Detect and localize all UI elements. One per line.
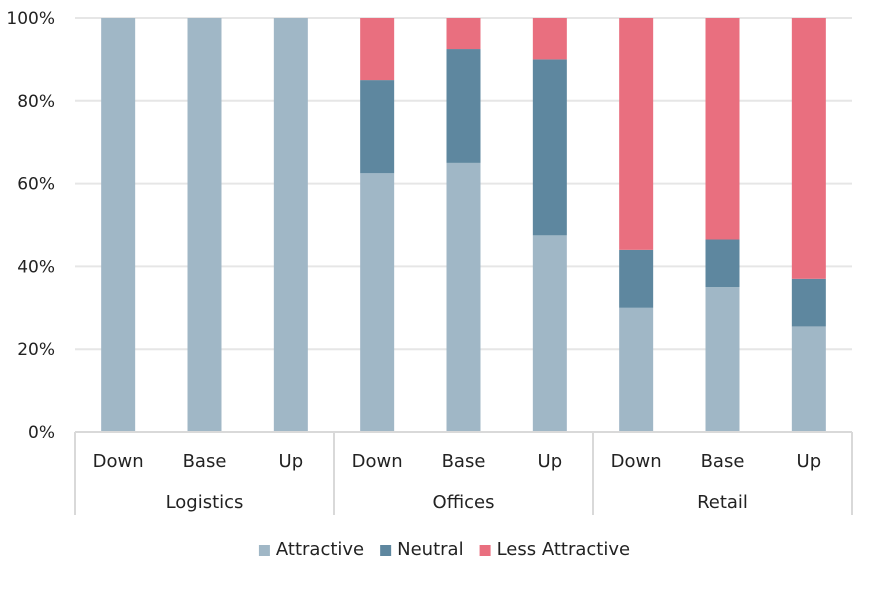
bar-segment-less-attractive [705,18,740,240]
bar-segment-less-attractive [532,18,567,60]
legend: Attractive Neutral Less Attractive [258,539,631,560]
bar-segment-attractive [360,173,395,432]
y-tick-label: 40% [17,257,55,277]
group-label: Offices [433,492,495,513]
x-tick-label: Down [611,451,662,472]
y-tick-label: 60% [17,175,55,195]
bar-segment-attractive [187,18,222,432]
x-tick-label: Up [538,451,563,472]
bar-segment-attractive [446,162,481,432]
bars [101,18,826,432]
x-tick-label: Up [279,451,304,472]
bar-segment-attractive [532,235,567,432]
legend-label-neutral: Neutral [397,539,463,560]
legend-swatch-less-attractive [479,545,491,556]
legend-swatch-attractive [258,545,270,556]
legend-label-attractive: Attractive [276,539,364,560]
bar-segment-less-attractive [791,18,826,279]
bar-segment-neutral [705,239,740,288]
x-tick-label: Down [352,451,403,472]
x-tick-label: Base [183,451,227,472]
y-tick-label: 0% [28,423,55,443]
bar-segment-less-attractive [446,18,481,50]
legend-swatch-neutral [380,545,392,556]
x-tick-label: Base [442,451,486,472]
group-label: Logistics [166,492,244,513]
bar-segment-neutral [532,59,567,236]
y-tick-label: 100% [6,9,55,29]
bar-segment-neutral [619,249,654,308]
x-tick-label: Base [701,451,745,472]
bar-segment-attractive [791,326,826,432]
y-tick-label: 20% [17,340,55,360]
y-axis-tick-labels: 0% 20% 40% 60% 80% 100% [6,9,55,443]
y-tick-label: 80% [17,92,55,112]
bar-segment-less-attractive [360,18,395,81]
bar-segment-attractive [101,18,136,432]
bar-segment-attractive [619,307,654,432]
bar-segment-neutral [791,278,826,327]
x-tick-label: Up [797,451,822,472]
bar-segment-attractive [705,287,740,432]
legend-label-less-attractive: Less Attractive [497,539,631,560]
bar-segment-neutral [360,80,395,174]
bar-segment-neutral [446,49,481,163]
group-label: Retail [697,492,748,513]
category-axis: Down Base Up Down Base Up Down Base Up Logistics O… [74,431,853,515]
bar-segment-less-attractive [619,18,654,250]
bar-segment-attractive [273,18,308,432]
x-tick-label: Down [93,451,144,472]
